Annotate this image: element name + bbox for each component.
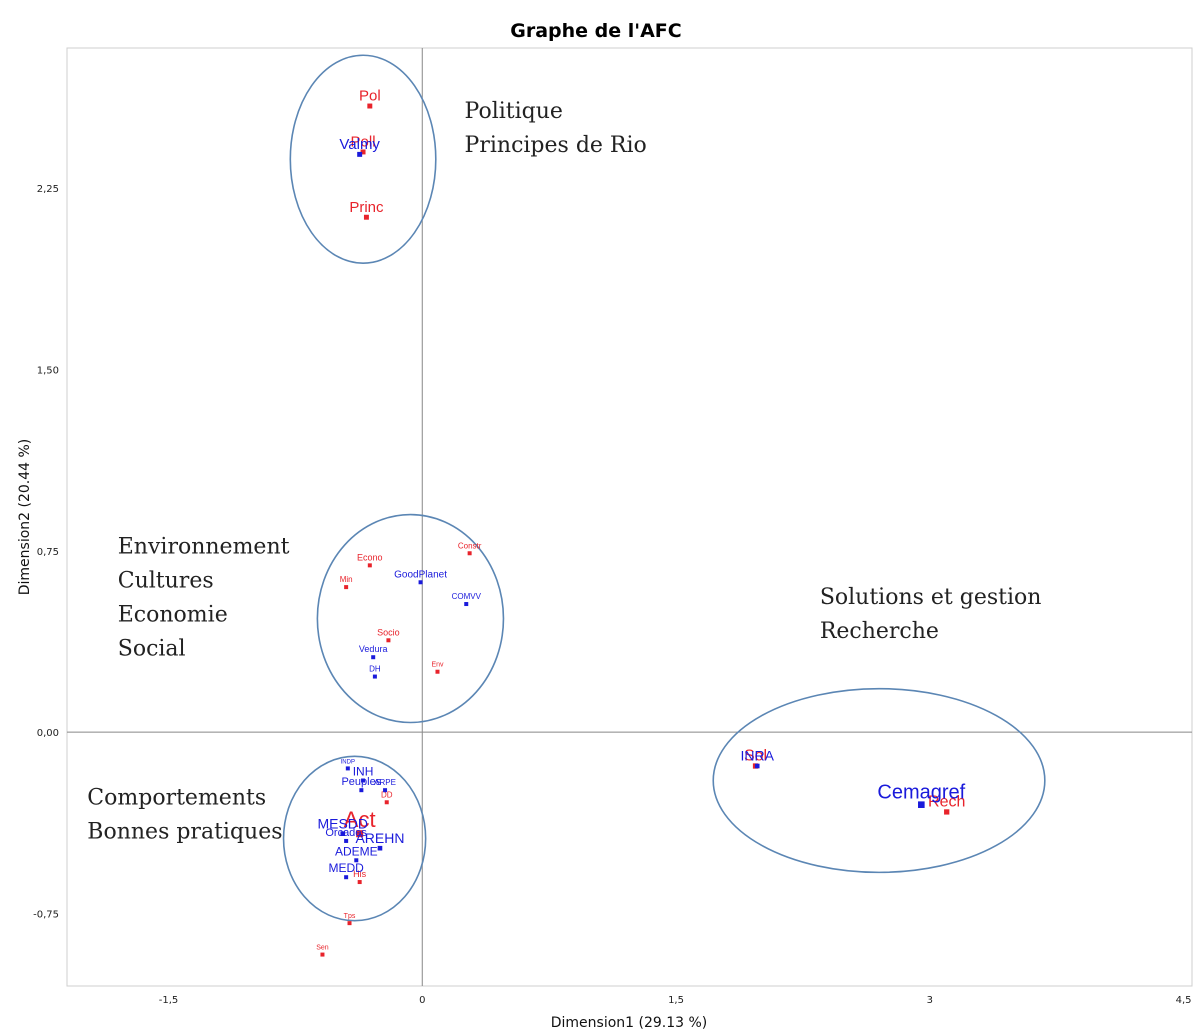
point-label: INRA [740, 748, 774, 764]
point-label: DH [369, 665, 381, 674]
point-label: ARPE [374, 778, 396, 787]
point-label: DD [381, 790, 393, 799]
point-marker [344, 585, 349, 590]
point-label: Vedura [359, 644, 388, 654]
x-tick-label: 1,5 [668, 995, 684, 1006]
point-label: AREHN [355, 830, 404, 846]
tick-labels: -1,5 0 1,5 3 4,5 -0,75 0,00 0,75 1,50 2,25 [33, 184, 1191, 1006]
point-label: Pol [359, 88, 381, 105]
point-marker [354, 858, 359, 863]
cluster-ellipse [289, 54, 437, 264]
point-marker [372, 674, 377, 679]
point-marker [918, 801, 925, 808]
point-marker [357, 151, 363, 157]
point-label: Poll [351, 133, 376, 150]
point-label: INDP [341, 759, 355, 765]
point-marker [357, 880, 362, 885]
x-tick-label: 4,5 [1176, 995, 1192, 1006]
y-tick-label: 0,00 [37, 728, 59, 739]
y-axis-label: Dimension2 (20.44 %) [17, 439, 33, 596]
annotation-line: Social [118, 636, 186, 661]
point-label: Constr [458, 541, 482, 550]
point-marker [384, 800, 389, 805]
point-marker [383, 788, 388, 793]
point-label: Min [340, 575, 353, 584]
point-marker [367, 103, 373, 109]
point-marker [363, 214, 369, 220]
point-label: INH [353, 765, 374, 779]
point-marker [467, 551, 472, 556]
point-marker [360, 149, 366, 155]
chart-title: Graphe de l'AFC [510, 20, 681, 42]
x-tick-label: 0 [419, 995, 425, 1006]
point-label: Env [431, 662, 444, 669]
point-marker [344, 838, 349, 843]
point-label: Rech [928, 793, 965, 810]
plot-frame [66, 47, 1193, 987]
annotation-line: Bonnes pratiques [87, 820, 282, 845]
point-label: GoodPlanet [394, 569, 447, 580]
annotation-line: Recherche [820, 619, 939, 644]
point-label: COMVV [452, 592, 482, 601]
cluster-ellipse [712, 687, 1046, 874]
y-tick-label: 1,50 [37, 366, 59, 377]
y-tick-label: 2,25 [37, 184, 59, 195]
cluster-annotations: Politique Principes de Rio Environnement Cu… [87, 99, 1041, 845]
point-label: Orcades [325, 827, 367, 839]
point-label: Sol [744, 747, 767, 764]
point-marker [367, 563, 372, 568]
point-label: Valmy [339, 136, 380, 153]
point-label: MESDD [317, 815, 368, 831]
x-axis-label: Dimension1 (29.13 %) [551, 1015, 708, 1031]
x-tick-label: 3 [927, 995, 933, 1006]
cluster-ellipse [316, 513, 505, 724]
point-label: Tps [344, 913, 356, 920]
point-marker [377, 845, 383, 851]
point-marker [347, 921, 352, 926]
point-label: Peuples [341, 776, 381, 788]
point-marker [361, 778, 366, 783]
y-tick-label: 0,75 [37, 547, 59, 558]
point-marker [320, 952, 325, 957]
point-label: Sen [316, 945, 329, 952]
point-label: Econo [357, 552, 383, 562]
point-marker [464, 602, 469, 607]
annotation-line: Politique [465, 99, 563, 124]
point-marker [345, 766, 350, 771]
zero-axes [67, 48, 1192, 986]
point-marker [754, 763, 760, 769]
point-marker [359, 788, 364, 793]
annotation-line: Comportements [87, 786, 266, 811]
data-points: Pol Poll Princ Econo Constr Min Socio Env Sol Rec… [316, 88, 966, 957]
x-tick-label: -1,5 [159, 995, 179, 1006]
cluster-ellipses [282, 54, 1046, 922]
point-label: Princ [349, 199, 384, 216]
point-marker [340, 831, 346, 837]
point-marker [356, 830, 364, 838]
point-label: His [353, 869, 366, 879]
point-label: Socio [377, 627, 400, 637]
point-marker [418, 580, 423, 585]
annotation-line: Solutions et gestion [820, 585, 1042, 610]
point-marker [371, 655, 376, 660]
annotation-line: Cultures [118, 568, 214, 593]
annotation-line: Principes de Rio [465, 133, 647, 158]
y-tick-label: -0,75 [33, 909, 59, 920]
point-label: Cemagref [877, 781, 965, 803]
point-label: MEDD [328, 861, 364, 875]
point-marker [435, 669, 440, 674]
point-marker [944, 809, 950, 815]
point-marker [344, 875, 349, 880]
point-label: ADEME [335, 844, 378, 858]
cluster-ellipse [282, 755, 427, 922]
point-marker [386, 638, 391, 643]
annotation-line: Economie [118, 602, 228, 627]
point-label: Act [344, 807, 376, 832]
annotation-line: Environnement [118, 534, 290, 559]
